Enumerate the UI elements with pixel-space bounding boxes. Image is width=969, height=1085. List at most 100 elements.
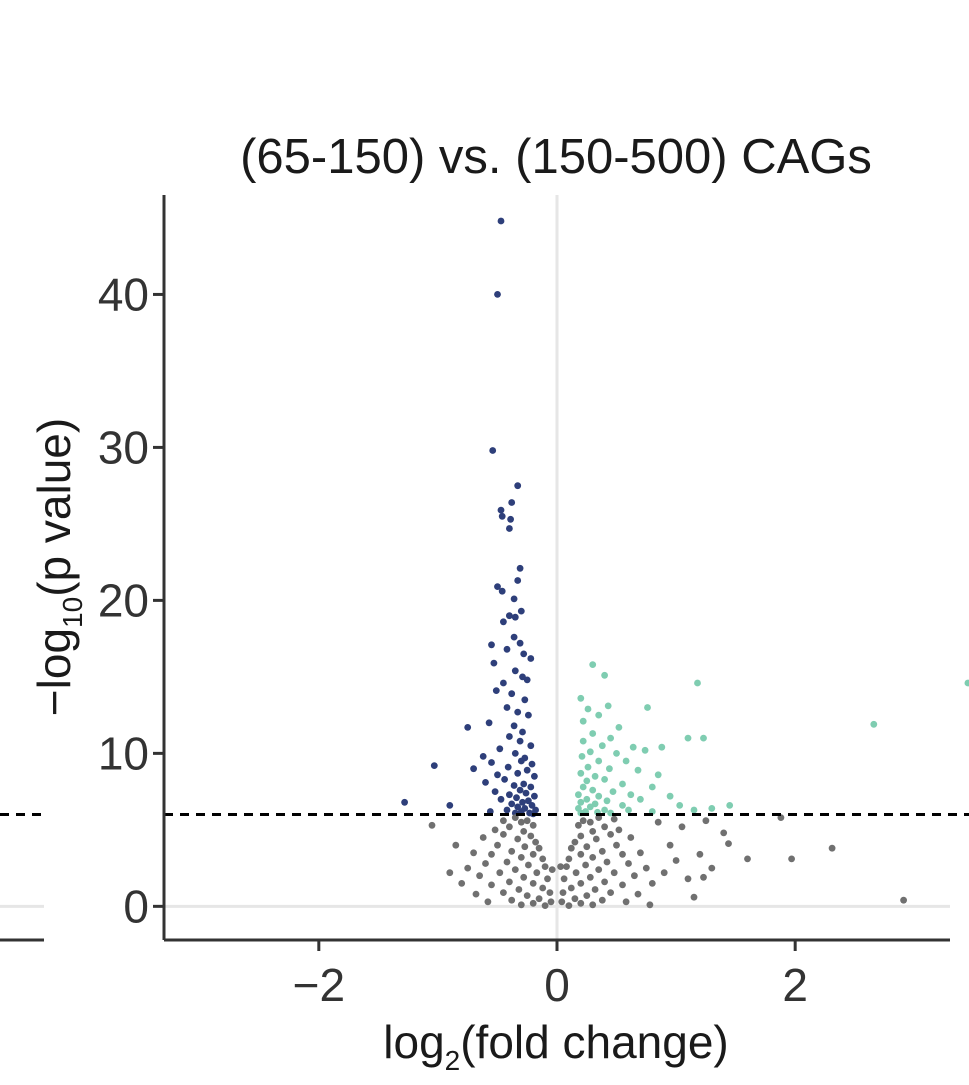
point-down-56: [501, 776, 508, 783]
point-down-38: [519, 728, 526, 736]
point-ns-96: [637, 849, 644, 857]
point-down-64: [506, 791, 513, 799]
point-down-24: [490, 659, 498, 667]
point-down-63: [522, 789, 530, 797]
point-ns-103: [660, 869, 668, 877]
point-down-68: [525, 797, 532, 805]
point-up-23: [578, 753, 586, 760]
y-axis-title-prefix: −log: [28, 628, 80, 716]
point-down-71: [446, 802, 454, 809]
point-ns-86: [591, 886, 599, 893]
point-ns-38: [547, 898, 555, 906]
point-down-35: [485, 719, 493, 727]
x-axis-title-subscript: 2: [445, 1045, 461, 1076]
point-up-2: [694, 679, 701, 687]
point-down-39: [506, 733, 513, 740]
point-down-18: [488, 641, 495, 649]
point-ns-72: [603, 858, 611, 866]
y-axis-title-subscript: 10: [57, 597, 88, 628]
point-up-4: [577, 694, 585, 702]
point-up-5: [604, 702, 612, 710]
point-ns-9: [532, 838, 539, 846]
point-ns-12: [535, 844, 543, 852]
point-up-43: [603, 797, 611, 805]
point-ns-42: [470, 849, 477, 857]
point-down-46: [488, 759, 495, 766]
point-down-58: [520, 780, 528, 788]
y-tick-label-40: 40: [98, 268, 149, 320]
point-down-17: [500, 618, 507, 626]
point-ns-11: [521, 843, 529, 851]
point-down-16: [517, 607, 525, 615]
point-up-48: [619, 802, 626, 809]
point-down-69: [519, 798, 526, 806]
point-down-2: [489, 447, 497, 454]
point-down-42: [496, 745, 504, 753]
point-up-41: [627, 791, 635, 799]
point-down-55: [531, 772, 538, 780]
point-ns-119: [725, 840, 732, 847]
point-up-11: [615, 724, 623, 731]
x-tick-label-0: −2: [293, 959, 345, 1011]
point-up-6: [644, 704, 651, 711]
point-ns-113: [702, 817, 710, 825]
point-ns-33: [500, 889, 507, 896]
x-axis-title-prefix: log: [383, 1016, 444, 1068]
point-down-43: [511, 750, 519, 757]
point-up-8: [595, 711, 603, 719]
point-ns-74: [582, 861, 589, 869]
point-ns-40: [517, 901, 525, 909]
point-up-38: [648, 783, 656, 791]
point-up-46: [577, 798, 585, 806]
y-axis-title-suffix: (p value): [28, 418, 80, 597]
point-up-14: [579, 737, 587, 745]
point-ns-63: [571, 838, 579, 846]
point-up-59: [726, 802, 734, 809]
point-ns-90: [571, 895, 579, 903]
x-ticks: −2 0 2: [293, 940, 808, 1011]
point-ns-5: [520, 828, 528, 835]
point-ns-121: [900, 896, 907, 904]
point-ns-32: [515, 886, 523, 893]
point-ns-18: [503, 858, 511, 866]
point-down-28: [523, 676, 531, 684]
point-down-29: [492, 687, 500, 694]
point-ns-35: [523, 892, 531, 899]
point-up-0: [589, 661, 597, 668]
x-tick-label-1: 0: [544, 959, 570, 1011]
y-tick-label-0: 0: [123, 880, 149, 932]
point-down-31: [521, 696, 529, 704]
point-ns-68: [619, 850, 626, 858]
point-ns-30: [529, 880, 537, 887]
point-down-30: [508, 690, 516, 698]
point-ns-82: [601, 878, 608, 886]
point-ns-104: [666, 841, 674, 849]
point-up-37: [609, 788, 617, 795]
point-ns-110: [708, 864, 716, 872]
point-ns-14: [488, 850, 495, 858]
point-up-28: [577, 769, 585, 777]
point-down-36: [464, 724, 472, 731]
point-ns-107: [678, 823, 686, 831]
point-down-19: [510, 633, 518, 641]
point-ns-55: [586, 818, 594, 826]
point-down-32: [503, 704, 511, 711]
plot-panel: [0, 195, 969, 940]
point-up-26: [584, 763, 592, 771]
point-down-12: [498, 587, 506, 595]
point-ns-8: [514, 835, 522, 843]
point-down-4: [497, 506, 505, 514]
y-axis: 0 10 20 30 40: [98, 195, 166, 940]
point-up-45: [666, 792, 674, 800]
point-down-73: [528, 802, 536, 809]
point-ns-57: [601, 823, 608, 831]
point-down-47: [517, 757, 525, 765]
point-up-17: [598, 742, 606, 750]
point-ns-88: [559, 889, 567, 896]
point-down-62: [516, 786, 524, 794]
point-down-65: [531, 792, 538, 800]
point-ns-77: [610, 869, 618, 877]
point-down-41: [527, 742, 535, 750]
point-ns-116: [744, 855, 751, 863]
